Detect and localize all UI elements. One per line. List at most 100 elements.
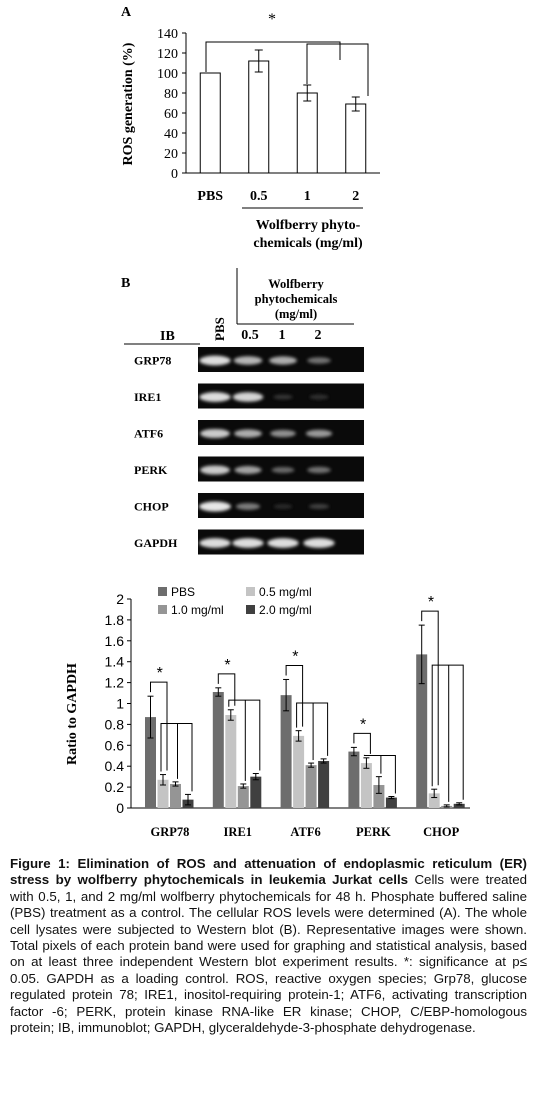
- panel-b: B PBS Wolfberry phytochemicals (mg/ml) I…: [121, 268, 364, 555]
- panel-c-bracket-inner: [363, 754, 396, 794]
- panel-c-bar: [385, 797, 397, 808]
- panel-a-y-tick-label: 60: [164, 107, 178, 122]
- panel-c-bracket-outer: [285, 664, 304, 727]
- panel-c-category-label: PERK: [356, 825, 391, 839]
- blot-label: GAPDH: [134, 536, 178, 550]
- legend-label: 0.5 mg/ml: [259, 585, 312, 599]
- blot-band: [200, 428, 230, 439]
- panel-c-y-tick-label: 1: [116, 696, 124, 712]
- panel-c-bars: [145, 624, 465, 808]
- panel-c-bar: [416, 654, 428, 808]
- panel-c-category-label: IRE1: [224, 825, 252, 839]
- figure-caption: Figure 1: Elimination of ROS and attenua…: [10, 856, 527, 1036]
- panel-c-significance-star: *: [157, 665, 163, 682]
- blot-band: [270, 429, 296, 438]
- panel-a-label: A: [121, 5, 132, 20]
- blot-band: [235, 503, 261, 510]
- panel-a: A ROS generation (%) 020406080100120140 …: [121, 5, 380, 251]
- blot-label: GRP78: [134, 354, 171, 368]
- panel-c-bar: [293, 735, 305, 808]
- panel-a-y-tick-label: 140: [157, 27, 178, 42]
- blot-band: [303, 538, 335, 548]
- panel-c-y-tick-label: 0.2: [105, 779, 125, 795]
- panel-a-y-tick-label: 40: [164, 127, 178, 142]
- panel-a-bar: [248, 60, 270, 174]
- panel-c: Ratio to GAPDH 0 0.2 0.4 0.6 0.8 1 1.2 1.4 1.6 1.…: [65, 585, 470, 839]
- panel-c-bar: [428, 793, 440, 808]
- panel-c-y-tick-label: 0: [116, 800, 124, 816]
- panel-a-category-label: 1: [304, 189, 311, 204]
- panel-b-label: B: [121, 276, 130, 291]
- blot-band: [273, 504, 293, 509]
- legend-swatch: [158, 587, 167, 596]
- panel-c-legend: PBS 0.5 mg/ml 1.0 mg/ml 2.0 mg/ml: [158, 585, 312, 617]
- panel-b-dose-0: 0.5: [241, 328, 259, 343]
- legend-label: PBS: [171, 585, 195, 599]
- panel-c-bracket-inner: [431, 664, 464, 800]
- blot-row-grp78: GRP78: [134, 347, 364, 372]
- blot-label: ATF6: [134, 427, 163, 441]
- blot-band: [309, 394, 329, 400]
- panel-a-y-tick-labels: 0 20 40 60 80 100 120 140: [157, 27, 178, 182]
- blot-band: [199, 355, 231, 366]
- panel-a-x-label-line1: Wolfberry phyto-: [256, 218, 361, 233]
- panel-c-significance-star: *: [224, 657, 230, 674]
- panel-c-bar: [348, 751, 360, 808]
- panel-a-bracket-outer: [205, 41, 341, 72]
- panel-a-bar: [199, 72, 221, 174]
- blot-band: [305, 429, 333, 438]
- blot-band: [233, 356, 263, 365]
- panel-c-bracket-inner: [160, 722, 193, 792]
- panel-c-bracket-outer: [217, 673, 236, 706]
- panel-c-bracket-inner: [296, 702, 329, 756]
- panel-c-y-tick-label: 1.2: [105, 675, 125, 691]
- legend-label: 1.0 mg/ml: [171, 603, 224, 617]
- blot-row-atf6: ATF6: [134, 420, 364, 445]
- panel-a-significance-brackets: *: [205, 11, 369, 96]
- panel-c-category-label: CHOP: [423, 825, 459, 839]
- panel-c-y-tick-label: 0.4: [105, 758, 125, 774]
- panel-a-category-labels: PBS 0.5 1 2: [197, 189, 359, 204]
- panel-a-significance-star: *: [268, 11, 276, 28]
- blot-label: CHOP: [134, 500, 169, 514]
- panel-c-bar: [373, 785, 385, 808]
- caption-body: Cells were treated with 0.5, 1, and 2 mg…: [10, 872, 528, 1036]
- legend-swatch: [246, 587, 255, 596]
- blot-band: [199, 538, 231, 548]
- blot-band: [199, 392, 231, 402]
- blot-band: [307, 357, 331, 364]
- panel-c-bar: [212, 692, 224, 808]
- blot-band: [273, 394, 293, 400]
- blot-band: [234, 466, 262, 474]
- blot-row-ire1: IRE1: [134, 383, 364, 409]
- panel-c-y-tick-labels: 0 0.2 0.4 0.6 0.8 1 1.2 1.4 1.6 1.8 2: [105, 591, 125, 816]
- panel-a-bar: [345, 103, 367, 174]
- panel-c-y-tick-label: 0.8: [105, 716, 125, 732]
- panel-a-y-tick-label: 20: [164, 147, 178, 162]
- panel-c-y-axis-label: Ratio to GAPDH: [65, 663, 80, 765]
- panel-b-dose-1: 1: [279, 328, 286, 343]
- panel-a-x-label-line2: chemicals (mg/ml): [253, 236, 363, 251]
- panel-c-significance-star: *: [360, 716, 366, 733]
- panel-c-bracket-outer: [353, 732, 371, 754]
- panel-c-bar: [360, 763, 372, 808]
- panel-c-bracket-inner: [228, 699, 261, 771]
- panel-a-bars: [199, 49, 367, 174]
- panel-c-bar: [318, 760, 330, 808]
- panel-c-bar: [280, 695, 292, 808]
- blot-band: [267, 538, 299, 548]
- panel-c-y-tick-label: 1.8: [105, 612, 125, 628]
- panel-c-significance-star: *: [428, 594, 434, 611]
- panel-c-significance-star: *: [292, 648, 298, 665]
- panel-c-category-label: ATF6: [290, 825, 320, 839]
- legend-swatch: [158, 605, 167, 614]
- panel-a-category-label: 2: [352, 189, 359, 204]
- blot-band: [200, 465, 230, 475]
- blot-label: PERK: [134, 463, 168, 477]
- panel-c-bracket-outer: [421, 610, 439, 786]
- panel-c-bar: [157, 779, 169, 808]
- legend-label: 2.0 mg/ml: [259, 603, 312, 617]
- panel-c-bar: [237, 786, 249, 808]
- panel-b-treatment-line2: phytochemicals: [255, 292, 338, 306]
